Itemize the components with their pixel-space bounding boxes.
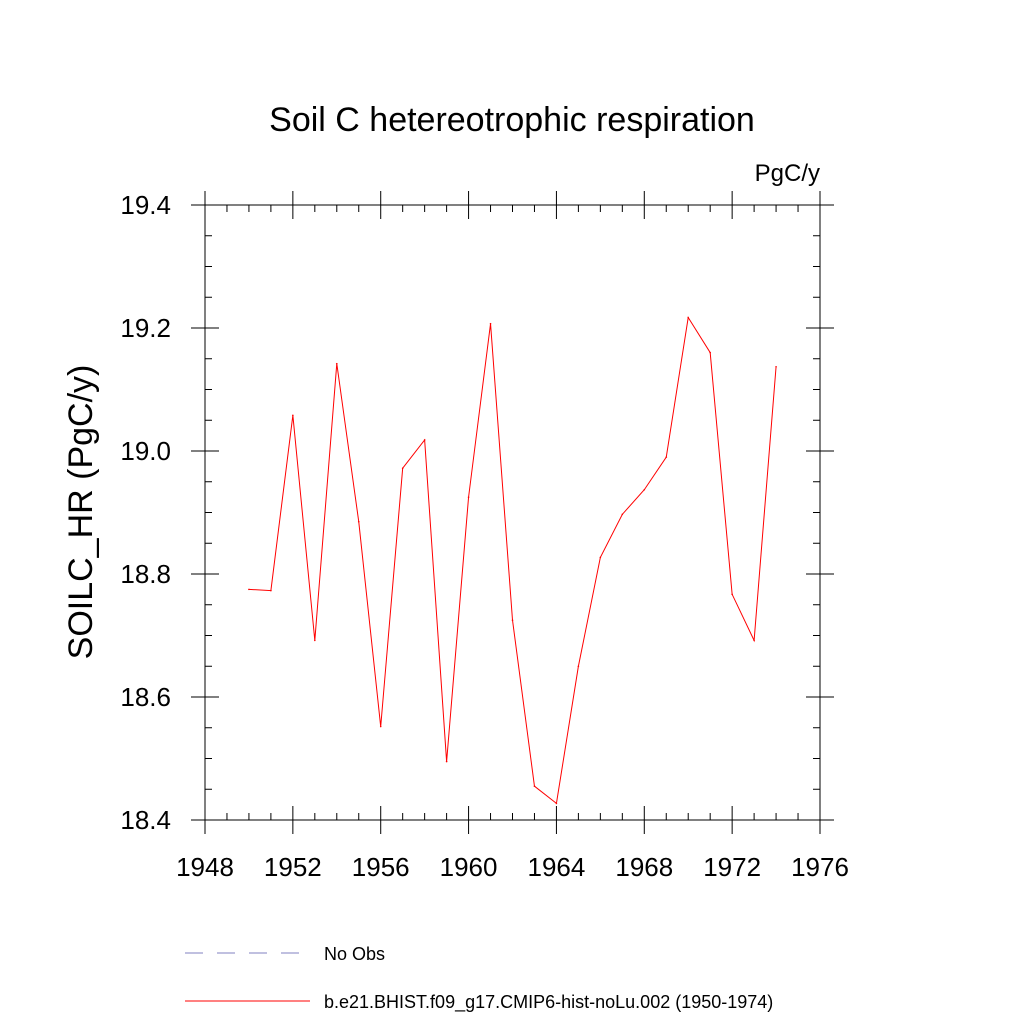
x-tick-label: 1972 xyxy=(703,852,761,882)
y-tick-label: 18.6 xyxy=(120,682,171,712)
data-point xyxy=(489,322,492,325)
data-point xyxy=(621,513,624,516)
units-label: PgC/y xyxy=(755,160,820,187)
x-tick-label: 1948 xyxy=(176,852,234,882)
y-tick-label: 19.0 xyxy=(120,436,171,466)
data-point xyxy=(709,351,711,354)
y-tick-label: 18.4 xyxy=(120,805,171,835)
axis-tick-labels: 1948 1952 1956 1960 1964 1968 1972 1976 18.4 18.6… xyxy=(120,190,849,882)
data-point xyxy=(731,593,733,596)
data-point xyxy=(270,589,272,592)
data-point xyxy=(248,588,250,591)
data-point xyxy=(335,362,338,365)
data-point xyxy=(314,639,316,642)
x-tick-label: 1976 xyxy=(791,852,849,882)
legend: No Obs b.e21.BHIST.f09_g17.CMIP6-hist-no… xyxy=(185,944,773,1013)
series-layer xyxy=(248,316,777,805)
data-point xyxy=(665,456,668,458)
data-point xyxy=(445,760,448,763)
data-point xyxy=(379,725,382,728)
data-point xyxy=(775,365,777,368)
legend-label-model: b.e21.BHIST.f09_g17.CMIP6-hist-noLu.002 … xyxy=(324,992,773,1013)
data-point xyxy=(753,639,755,642)
x-tick-label: 1960 xyxy=(440,852,498,882)
data-point xyxy=(555,802,558,805)
data-point xyxy=(687,316,690,319)
y-axis-label: SOILC_HR (PgC/y) xyxy=(62,365,100,660)
data-point xyxy=(577,665,580,668)
data-point xyxy=(643,488,646,491)
data-point xyxy=(511,619,514,621)
x-tick-label: 1956 xyxy=(352,852,410,882)
x-tick-label: 1968 xyxy=(615,852,673,882)
legend-label-no-obs: No Obs xyxy=(324,944,385,964)
chart-title: Soil C hetereotrophic respiration xyxy=(269,101,755,139)
plot-frame xyxy=(204,204,821,821)
series-line xyxy=(248,316,777,805)
data-point xyxy=(467,496,470,498)
data-point xyxy=(401,467,404,470)
y-tick-label: 18.8 xyxy=(120,559,171,589)
data-point xyxy=(533,785,536,787)
data-point xyxy=(292,414,294,417)
x-tick-label: 1952 xyxy=(264,852,322,882)
y-tick-label: 19.2 xyxy=(120,313,171,343)
data-point xyxy=(357,520,360,523)
x-tick-label: 1964 xyxy=(528,852,586,882)
data-point xyxy=(423,439,426,441)
axis-ticks xyxy=(191,191,834,834)
data-point xyxy=(599,556,602,559)
y-tick-label: 19.4 xyxy=(120,190,171,220)
